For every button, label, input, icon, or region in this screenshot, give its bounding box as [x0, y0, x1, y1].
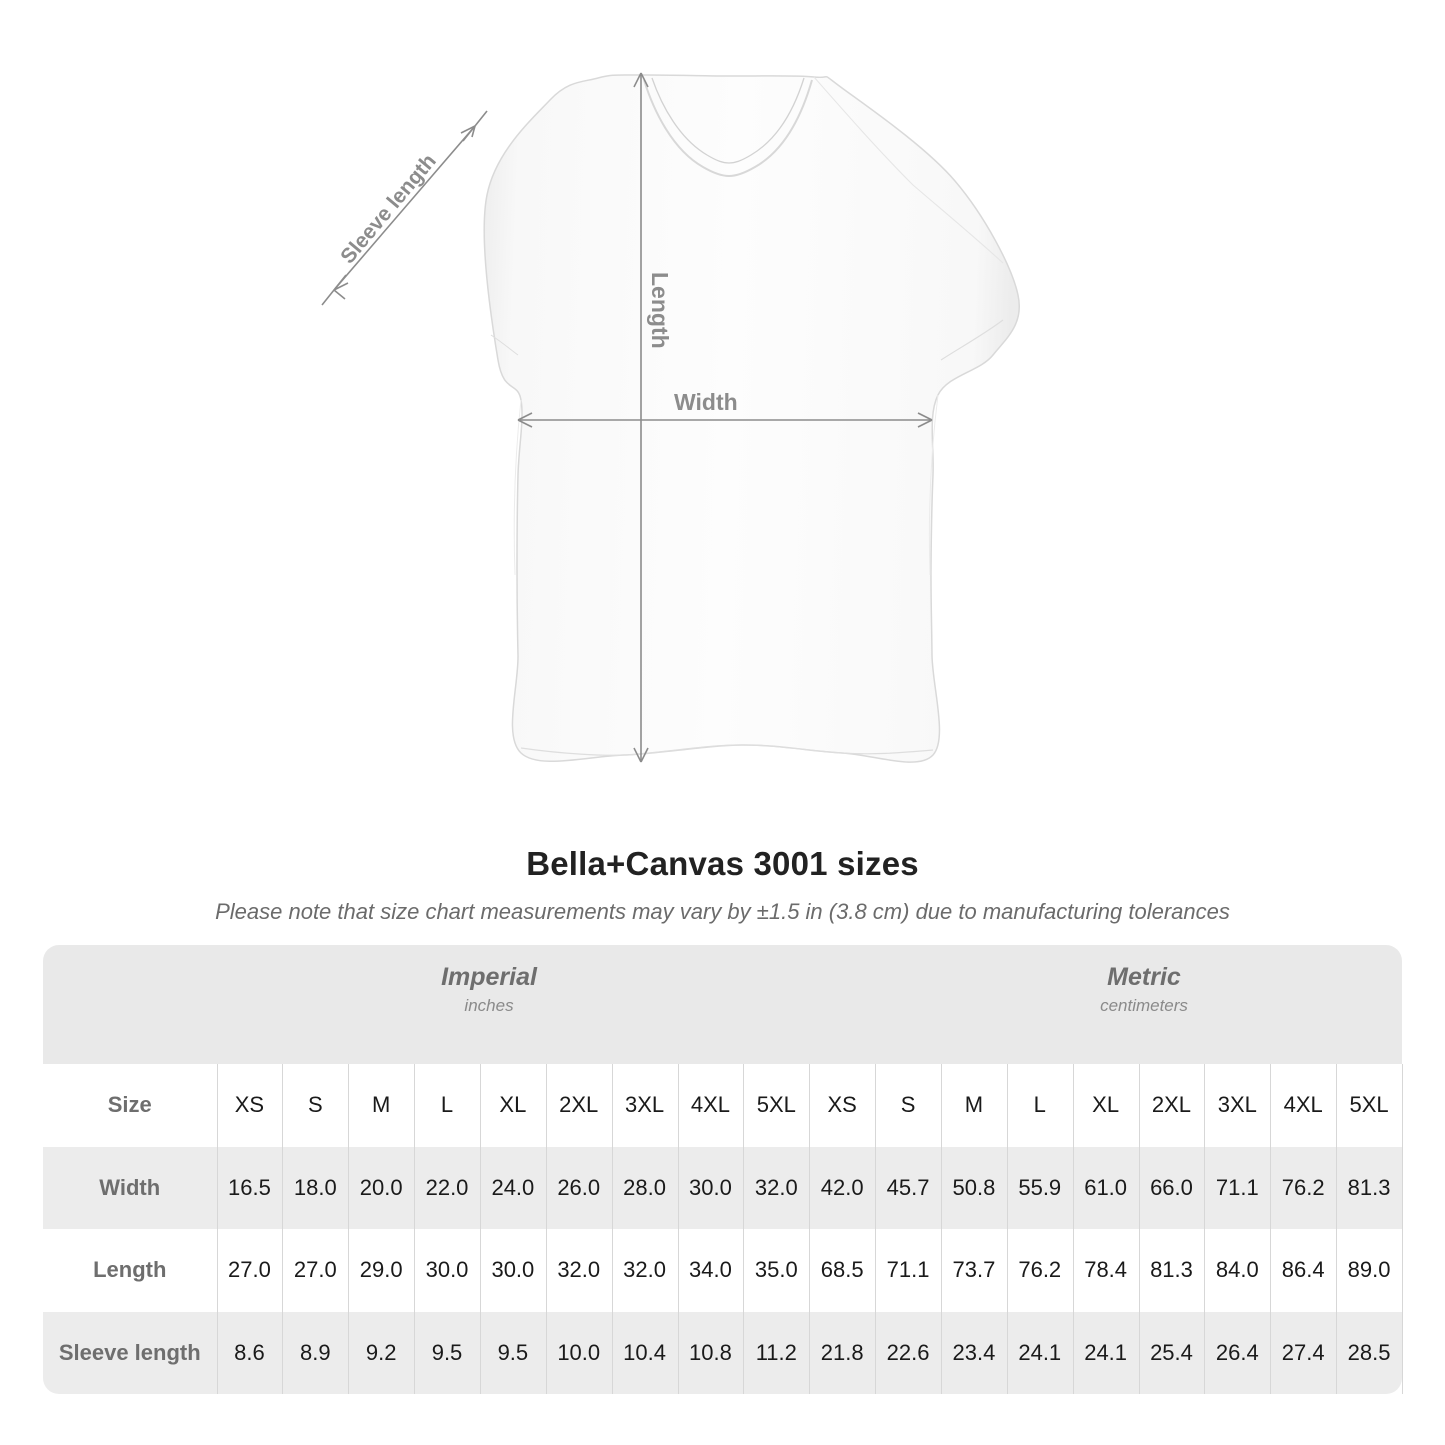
svg-text:Width: Width: [674, 389, 738, 415]
svg-text:Sleeve length: Sleeve length: [336, 150, 441, 268]
svg-text:Length: Length: [647, 272, 673, 349]
